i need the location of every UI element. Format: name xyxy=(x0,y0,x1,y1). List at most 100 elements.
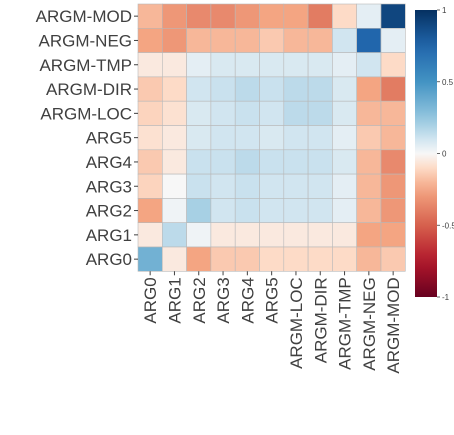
colorbar-tick-label: 0.5 xyxy=(442,78,454,87)
y-tick-label: ARG1 xyxy=(86,226,132,245)
heatmap-cell-ARGM-NEG-ARGM-TMP xyxy=(332,27,357,53)
x-tick-label: ARG1 xyxy=(165,277,184,323)
heatmap-cell-ARGM-TMP-ARG4 xyxy=(234,52,260,78)
heatmap-cell-ARGM-DIR-ARG3 xyxy=(210,76,236,102)
x-tick-label: ARG3 xyxy=(214,277,233,323)
heatmap-cell-ARG3-ARG5 xyxy=(259,173,285,199)
heatmap-cell-ARGM-MOD-ARG3 xyxy=(210,3,236,29)
heatmap-cell-ARGM-MOD-ARGM-LOC xyxy=(283,3,309,29)
heatmap-cell-ARGM-NEG-ARGM-MOD xyxy=(380,27,406,53)
heatmap-cell-ARG3-ARGM-NEG xyxy=(356,173,382,199)
heatmap-cell-ARGM-DIR-ARG0 xyxy=(137,76,163,102)
heatmap-cell-ARGM-TMP-ARG3 xyxy=(210,52,236,78)
heatmap-cell-ARGM-NEG-ARG2 xyxy=(186,27,212,53)
heatmap-cell-ARG4-ARGM-TMP xyxy=(332,149,357,175)
heatmap-cell-ARG4-ARGM-MOD xyxy=(380,149,406,175)
heatmap-cell-ARG4-ARG1 xyxy=(162,149,187,175)
heatmap-cell-ARG1-ARG2 xyxy=(186,222,212,248)
heatmap-cell-ARG4-ARGM-DIR xyxy=(307,149,333,175)
heatmap-cell-ARG2-ARG3 xyxy=(210,198,236,223)
heatmap-cell-ARG2-ARGM-LOC xyxy=(283,198,309,223)
heatmap-cell-ARG1-ARG0 xyxy=(137,222,163,248)
heatmap-cell-ARGM-DIR-ARGM-DIR xyxy=(307,76,333,102)
heatmap-cell-ARGM-MOD-ARG5 xyxy=(259,3,285,29)
heatmap-cell-ARG4-ARG5 xyxy=(259,149,285,175)
heatmap-cell-ARG4-ARG0 xyxy=(137,149,163,175)
heatmap-cell-ARG0-ARGM-MOD xyxy=(380,246,406,272)
heatmap-cell-ARG3-ARG1 xyxy=(162,173,187,199)
heatmap-cell-ARGM-NEG-ARGM-LOC xyxy=(283,27,309,53)
heatmap-cell-ARGM-DIR-ARG1 xyxy=(162,76,187,102)
heatmap-cell-ARGM-TMP-ARGM-NEG xyxy=(356,52,382,78)
heatmap-cell-ARGM-MOD-ARGM-NEG xyxy=(356,3,382,29)
colorbar-tick-label: 1 xyxy=(442,6,447,15)
colorbar-tick-label: 0 xyxy=(442,150,447,159)
heatmap-cell-ARG0-ARG5 xyxy=(259,246,285,272)
heatmap-cell-ARG5-ARG5 xyxy=(259,125,285,151)
heatmap-cell-ARGM-DIR-ARG5 xyxy=(259,76,285,102)
heatmap-cell-ARG5-ARGM-TMP xyxy=(332,125,357,151)
heatmap-cell-ARG0-ARG3 xyxy=(210,246,236,272)
heatmap-cell-ARGM-MOD-ARG0 xyxy=(137,3,163,29)
heatmap-cell-ARG2-ARG1 xyxy=(162,198,187,223)
heatmap-cell-ARGM-LOC-ARGM-LOC xyxy=(283,100,309,126)
y-tick-label: ARGM-TMP xyxy=(39,56,132,75)
heatmap-cell-ARG0-ARG0 xyxy=(137,246,163,272)
heatmap-cell-ARG1-ARGM-NEG xyxy=(356,222,382,248)
heatmap-cell-ARG1-ARGM-DIR xyxy=(307,222,333,248)
heatmap-cell-ARGM-LOC-ARG2 xyxy=(186,100,212,126)
heatmap-cell-ARGM-TMP-ARG0 xyxy=(137,52,163,78)
heatmap-cell-ARG2-ARGM-NEG xyxy=(356,198,382,223)
heatmap-cell-ARG0-ARGM-DIR xyxy=(307,246,333,272)
heatmap-cell-ARGM-LOC-ARGM-DIR xyxy=(307,100,333,126)
heatmap-cell-ARGM-DIR-ARG2 xyxy=(186,76,212,102)
heatmap-cell-ARG1-ARG5 xyxy=(259,222,285,248)
x-tick-label: ARGM-LOC xyxy=(287,277,306,369)
heatmap-cell-ARGM-NEG-ARGM-DIR xyxy=(307,27,333,53)
heatmap-cell-ARGM-NEG-ARGM-NEG xyxy=(356,27,382,53)
x-tick-label: ARG0 xyxy=(141,277,160,323)
heatmap-cell-ARG0-ARG4 xyxy=(234,246,260,272)
heatmap-cell-ARGM-MOD-ARGM-TMP xyxy=(332,3,357,29)
heatmap-cell-ARGM-TMP-ARG2 xyxy=(186,52,212,78)
heatmap-cell-ARG0-ARG2 xyxy=(186,246,212,272)
heatmap-cell-ARG3-ARGM-TMP xyxy=(332,173,357,199)
heatmap-cell-ARGM-DIR-ARGM-MOD xyxy=(380,76,406,102)
heatmap-cell-ARG1-ARGM-TMP xyxy=(332,222,357,248)
heatmap-cell-ARGM-MOD-ARGM-MOD xyxy=(380,3,406,29)
heatmap-cell-ARG2-ARGM-TMP xyxy=(332,198,357,223)
y-tick-label: ARG3 xyxy=(86,177,132,196)
heatmap-cell-ARGM-LOC-ARG4 xyxy=(234,100,260,126)
heatmap-cell-ARGM-TMP-ARG1 xyxy=(162,52,187,78)
heatmap-cell-ARG0-ARGM-NEG xyxy=(356,246,382,272)
x-tick-label: ARGM-TMP xyxy=(336,277,355,370)
y-tick-label: ARGM-MOD xyxy=(36,7,132,26)
heatmap-cell-ARG4-ARG2 xyxy=(186,149,212,175)
heatmap-cell-ARG2-ARG0 xyxy=(137,198,163,223)
heatmap-cell-ARGM-NEG-ARG1 xyxy=(162,27,187,53)
heatmap-cell-ARGM-TMP-ARGM-TMP xyxy=(332,52,357,78)
heatmap-cell-ARG5-ARG4 xyxy=(234,125,260,151)
heatmap-cell-ARGM-LOC-ARGM-TMP xyxy=(332,100,357,126)
y-tick-label: ARGM-LOC xyxy=(40,104,132,123)
colorbar: 1 0.5 0 -0.5 -1 xyxy=(415,6,454,302)
heatmap-cell-ARGM-LOC-ARG5 xyxy=(259,100,285,126)
heatmap-cell-ARGM-LOC-ARGM-NEG xyxy=(356,100,382,126)
y-tick-label: ARG2 xyxy=(86,202,132,221)
y-tick-label: ARGM-NEG xyxy=(39,31,133,50)
heatmap-cell-ARG2-ARGM-DIR xyxy=(307,198,333,223)
heatmap-cell-ARGM-DIR-ARGM-LOC xyxy=(283,76,309,102)
heatmap-cell-ARGM-MOD-ARGM-DIR xyxy=(307,3,333,29)
heatmap-cell-ARG4-ARG3 xyxy=(210,149,236,175)
heatmap-cell-ARGM-NEG-ARG0 xyxy=(137,27,163,53)
heatmap-cell-ARG1-ARG4 xyxy=(234,222,260,248)
heatmap-cell-ARG5-ARGM-MOD xyxy=(380,125,406,151)
heatmap-cell-ARGM-NEG-ARG4 xyxy=(234,27,260,53)
heatmap-cell-ARG4-ARGM-NEG xyxy=(356,149,382,175)
heatmap-cell-ARGM-TMP-ARGM-MOD xyxy=(380,52,406,78)
heatmap-cell-ARG3-ARG4 xyxy=(234,173,260,199)
heatmap-cell-ARG5-ARG1 xyxy=(162,125,187,151)
heatmap-cell-ARG3-ARGM-MOD xyxy=(380,173,406,199)
heatmap-cell-ARG3-ARG3 xyxy=(210,173,236,199)
